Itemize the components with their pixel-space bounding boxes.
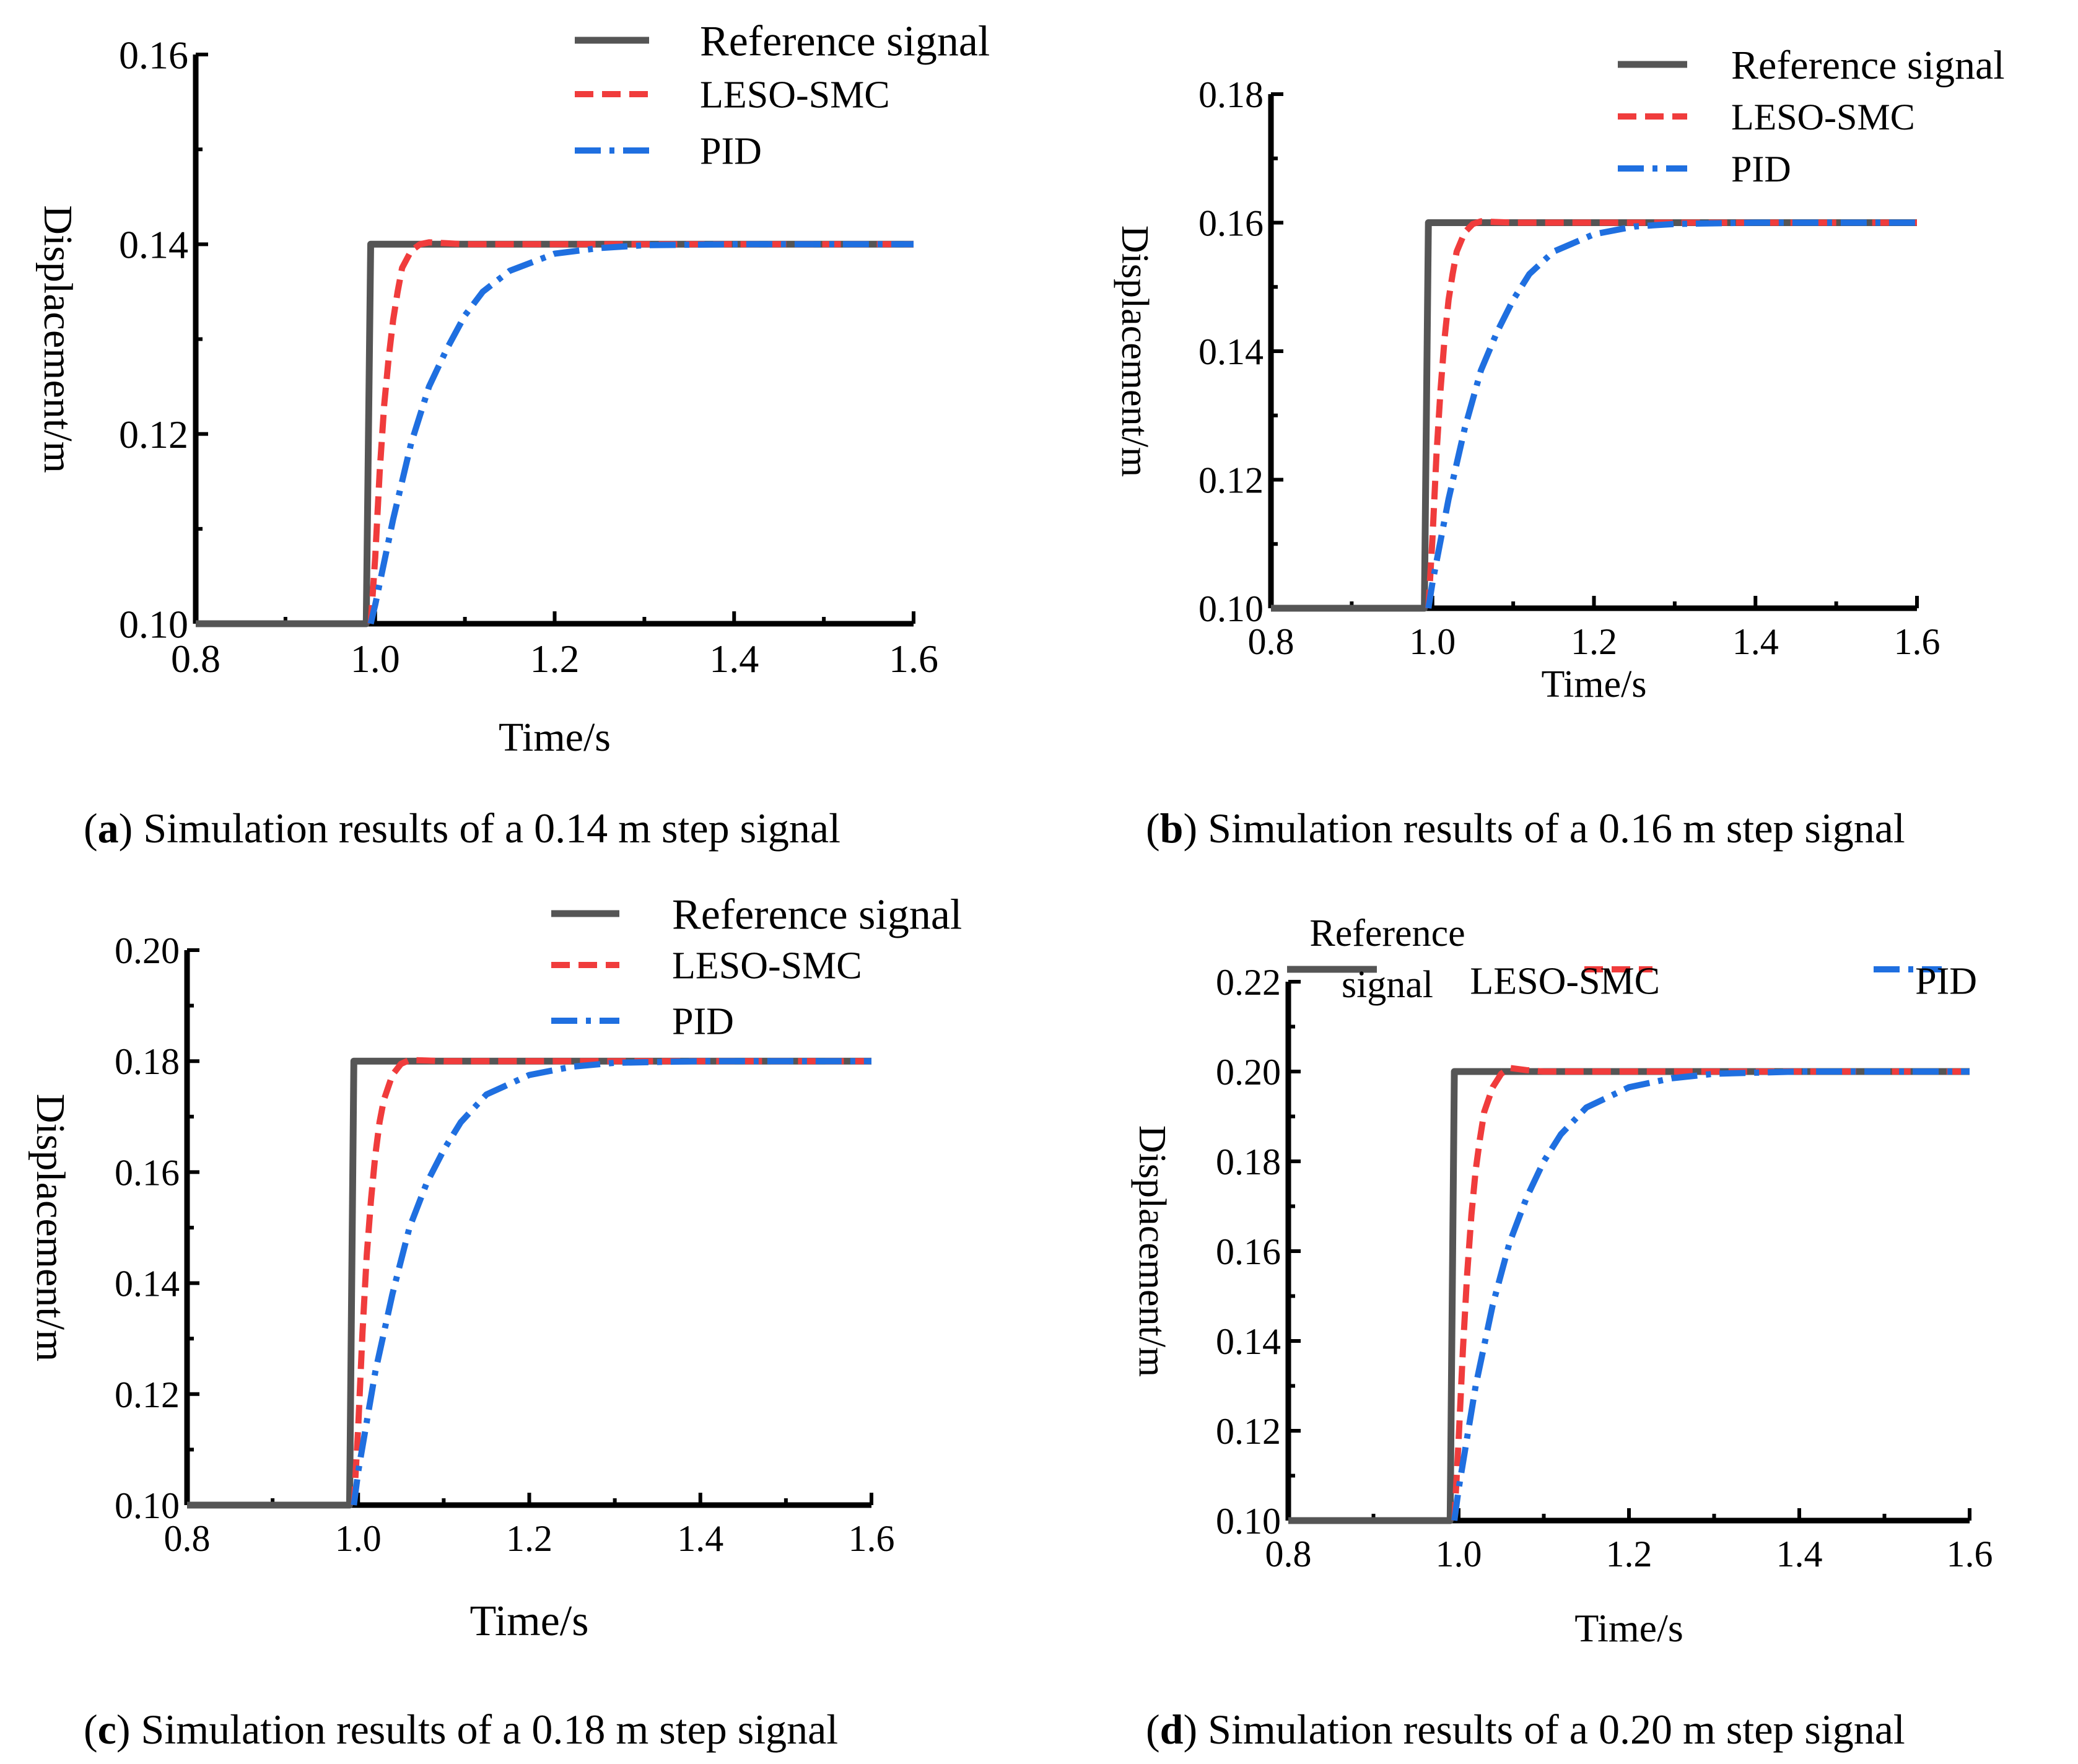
caption-d-letter: d (1159, 1706, 1184, 1753)
caption-c-text: Simulation results of a 0.18 m step sign… (130, 1706, 839, 1753)
y-tick-label: 0.12 (1198, 460, 1264, 501)
series-line-leso-smc (1451, 1065, 1970, 1521)
y-tick-label: 0.10 (115, 1485, 180, 1526)
x-tick-label: 1.6 (1894, 621, 1940, 662)
x-tick-label: 1.2 (530, 637, 580, 681)
legend: Reference signal LESO-SMC PID (575, 18, 990, 173)
legend-label: LESO-SMC (700, 74, 890, 116)
y-tick-label: 0.16 (115, 1152, 180, 1193)
caption-c-letter: c (97, 1706, 116, 1753)
legend-label: LESO-SMC (1731, 97, 1915, 138)
x-tick-label: 1.6 (849, 1518, 895, 1559)
caption-c: (c) Simulation results of a 0.18 m step … (84, 1706, 839, 1753)
y-tick-label: 0.16 (1198, 203, 1264, 244)
series-line-leso-smc (1425, 218, 1917, 609)
y-tick-label: 0.10 (1198, 588, 1264, 629)
legend: Reference signal LESO-SMC PID (1287, 912, 1977, 1006)
chart-panel-a: 0.8 1.0 1.2 1.4 1.6 0.10 0.12 0.14 0.16 Time/s Dis… (35, 18, 990, 761)
x-axis-label: Time/s (1574, 1606, 1683, 1650)
y-tick-label: 0.12 (115, 1374, 180, 1415)
series-line-reference-signal (1288, 1068, 1970, 1524)
series-line-reference-signal (196, 240, 914, 627)
y-tick-label: 0.22 (1216, 962, 1281, 1003)
y-axis-label: Displacement/m (35, 205, 81, 473)
caption-a-text: Simulation results of a 0.14 m step sign… (133, 805, 840, 852)
y-tick-label: 0.14 (1198, 331, 1264, 372)
y-tick-label: 0.10 (1216, 1501, 1281, 1542)
y-tick-label: 0.14 (1216, 1321, 1281, 1362)
legend-label: Reference signal (672, 891, 962, 939)
series-line-leso-smc (351, 1057, 871, 1506)
x-tick-label: 1.4 (677, 1518, 723, 1559)
x-tick-label: 1.4 (1732, 621, 1779, 662)
caption-d-text: Simulation results of a 0.20 m step sign… (1197, 1706, 1905, 1753)
x-tick-label: 1.0 (351, 637, 400, 681)
series-line-reference-signal (1271, 219, 1917, 612)
y-tick-label: 0.16 (1216, 1231, 1281, 1272)
series-line-pid (351, 1058, 871, 1506)
x-tick-label: 1.0 (335, 1518, 382, 1559)
caption-d: (d) Simulation results of a 0.20 m step … (1146, 1706, 1905, 1753)
chart-panel-d: 0.8 1.0 1.2 1.4 1.6 0.10 0.12 0.14 0.16 0.18 0.20 0… (1131, 912, 1993, 1650)
legend-label: Reference (1309, 912, 1465, 954)
y-tick-label: 0.16 (119, 33, 188, 77)
legend-label: PID (700, 131, 762, 173)
legend-label: PID (1731, 149, 1791, 190)
x-tick-label: 1.2 (506, 1518, 552, 1559)
y-tick-label: 0.18 (1216, 1142, 1281, 1182)
legend-label: PID (672, 1001, 734, 1043)
x-tick-label: 0.8 (171, 637, 220, 681)
x-axis-label: Time/s (470, 1597, 589, 1645)
y-tick-label: 0.18 (115, 1041, 180, 1082)
x-tick-label: 1.0 (1436, 1534, 1482, 1574)
series-line-reference-signal (187, 1057, 871, 1509)
legend-label: signal (1342, 964, 1433, 1006)
x-axis-label: Time/s (1541, 663, 1646, 705)
x-tick-label: 1.6 (889, 637, 938, 681)
legend: Reference signal LESO-SMC PID (551, 891, 962, 1043)
x-axis-label: Time/s (499, 715, 611, 760)
legend-label: LESO-SMC (672, 945, 862, 987)
x-tick-label: 1.2 (1606, 1534, 1652, 1574)
x-tick-label: 1.2 (1571, 621, 1617, 662)
y-tick-label: 0.12 (1216, 1411, 1281, 1452)
series-line-pid (367, 241, 914, 625)
x-tick-label: 1.4 (709, 637, 759, 681)
y-tick-label: 0.14 (119, 223, 188, 267)
series-line-pid (1451, 1068, 1970, 1521)
caption-b-text: Simulation results of a 0.16 m step sign… (1197, 805, 1905, 852)
chart-panel-b: 0.8 1.0 1.2 1.4 1.6 0.10 0.12 0.14 0.16 0.18 Time/… (1114, 43, 2005, 705)
legend-label: Reference signal (700, 18, 990, 66)
y-tick-label: 0.12 (119, 413, 188, 456)
x-tick-label: 1.6 (1947, 1534, 1993, 1574)
y-tick-label: 0.10 (119, 602, 188, 646)
y-tick-label: 0.20 (115, 930, 180, 971)
y-tick-label: 0.14 (115, 1264, 180, 1304)
legend-label: LESO-SMC (1470, 961, 1660, 1003)
series-line-leso-smc (367, 239, 914, 624)
x-tick-label: 1.0 (1409, 621, 1456, 662)
caption-a-letter: a (97, 805, 119, 852)
x-tick-label: 1.4 (1776, 1534, 1823, 1574)
caption-b: (b) Simulation results of a 0.16 m step … (1146, 805, 1905, 852)
caption-b-letter: b (1159, 805, 1184, 852)
legend-label: PID (1915, 961, 1977, 1003)
chart-panel-c: 0.8 1.0 1.2 1.4 1.6 0.10 0.12 0.14 0.16 0.18 0.20 T… (28, 891, 962, 1646)
y-axis-label: Displacement/m (28, 1094, 73, 1362)
legend: Reference signal LESO-SMC PID (1618, 43, 2005, 190)
legend-label: Reference signal (1731, 43, 2005, 88)
y-axis-label: Displacement/m (1131, 1125, 1173, 1377)
caption-a: (a) Simulation results of a 0.14 m step … (84, 805, 840, 852)
x-tick-label: 0.8 (1265, 1534, 1312, 1574)
y-axis-label: Displacement/m (1114, 225, 1156, 477)
x-tick-label: 0.8 (1248, 621, 1294, 662)
series-line-pid (1425, 219, 1917, 609)
y-tick-label: 0.18 (1198, 74, 1264, 115)
y-tick-label: 0.20 (1216, 1052, 1281, 1093)
x-tick-label: 0.8 (164, 1518, 211, 1559)
